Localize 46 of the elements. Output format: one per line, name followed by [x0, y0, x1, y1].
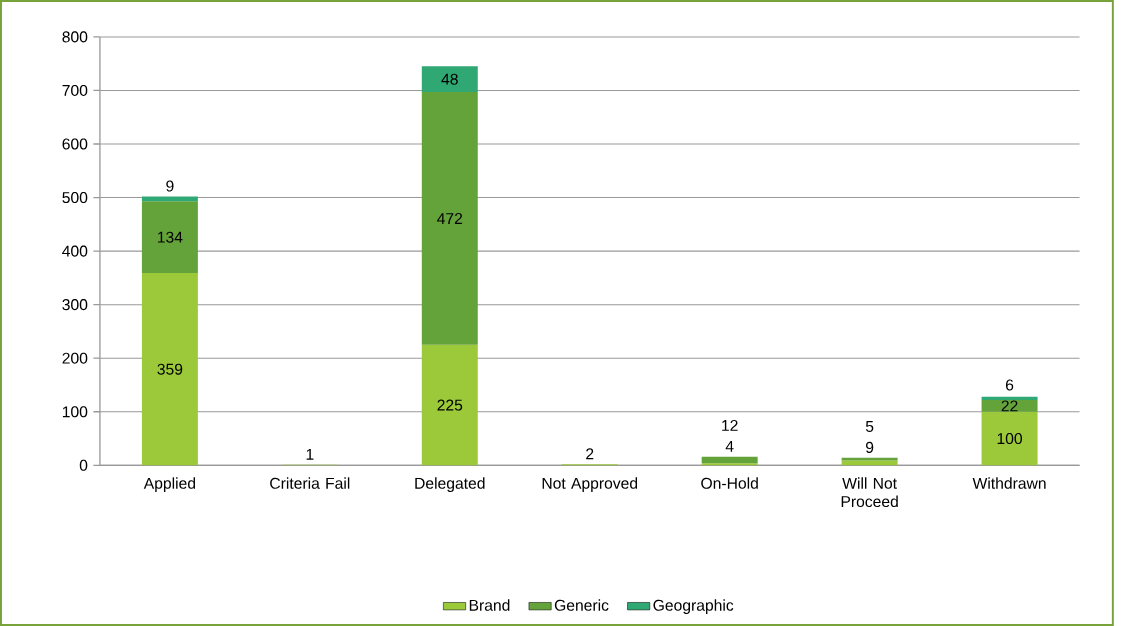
data-label: 1	[306, 448, 314, 460]
legend-label: Brand	[469, 599, 510, 611]
bar	[141, 201, 198, 274]
bar	[981, 400, 1038, 412]
y-tick-label: 600	[62, 138, 88, 150]
y-tick-label: 300	[62, 299, 88, 311]
data-label: 359	[157, 363, 183, 375]
data-label: 6	[1006, 379, 1014, 391]
y-tick-label: 0	[79, 459, 88, 471]
data-label: 4	[725, 440, 734, 452]
bar	[981, 396, 1038, 400]
x-tick-label: On-Hold	[701, 477, 758, 489]
data-label: 9	[166, 180, 174, 192]
y-tick-label: 800	[62, 31, 88, 43]
bar	[141, 196, 198, 202]
legend-label: Geographic	[653, 599, 734, 614]
y-tick-label: 100	[62, 406, 88, 418]
x-tick-label: Applied	[143, 477, 196, 492]
data-label: 2	[586, 448, 594, 460]
y-tick-label: 400	[62, 245, 88, 257]
x-tick-label: Will Not Proceed	[841, 477, 898, 508]
bar	[981, 411, 1038, 466]
x-tick-label: Delegated	[415, 477, 485, 492]
legend-label: Generic	[554, 599, 609, 611]
x-tick-label: Withdrawn	[972, 477, 1046, 489]
y-tick-label: 700	[62, 84, 88, 97]
bar	[421, 66, 478, 93]
data-label: 134	[158, 231, 183, 243]
data-label: 225	[437, 399, 463, 411]
data-label: 100	[997, 433, 1023, 445]
y-tick-label: 200	[62, 352, 88, 364]
x-tick-label: Criteria Fail	[270, 477, 350, 489]
data-label: 472	[437, 212, 463, 224]
x-tick-label: Not Approved	[542, 477, 638, 492]
data-label: 48	[441, 73, 458, 85]
y-tick-label: 500	[62, 192, 88, 204]
bar	[701, 463, 758, 466]
bar	[841, 460, 898, 466]
data-label: 12	[722, 419, 738, 431]
bar	[421, 92, 478, 345]
data-label: 22	[1001, 400, 1018, 412]
data-label: 9	[866, 441, 874, 453]
bar	[421, 344, 478, 466]
bar	[701, 456, 758, 464]
bar	[141, 273, 198, 466]
data-label: 5	[865, 421, 874, 432]
